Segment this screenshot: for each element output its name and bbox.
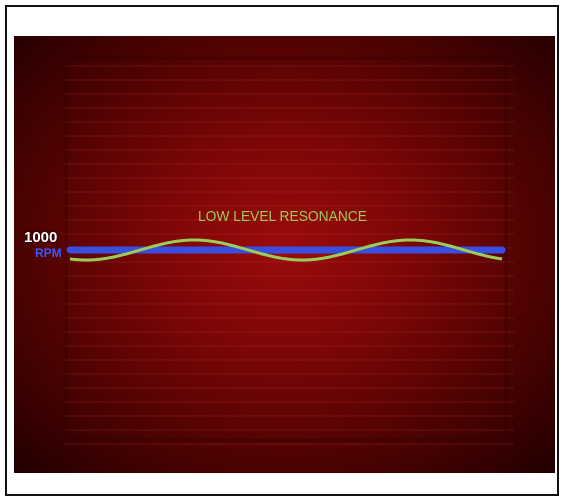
inner-frame [64, 56, 508, 442]
resonance-wave [69, 238, 503, 262]
rpm-unit-label: RPM [35, 246, 62, 260]
background-stripes [64, 65, 514, 445]
resonance-panel [14, 36, 555, 473]
rpm-value-label: 1000 [24, 229, 58, 246]
wave-label: LOW LEVEL RESONANCE [198, 208, 367, 225]
resonance-diagram [64, 56, 514, 445]
